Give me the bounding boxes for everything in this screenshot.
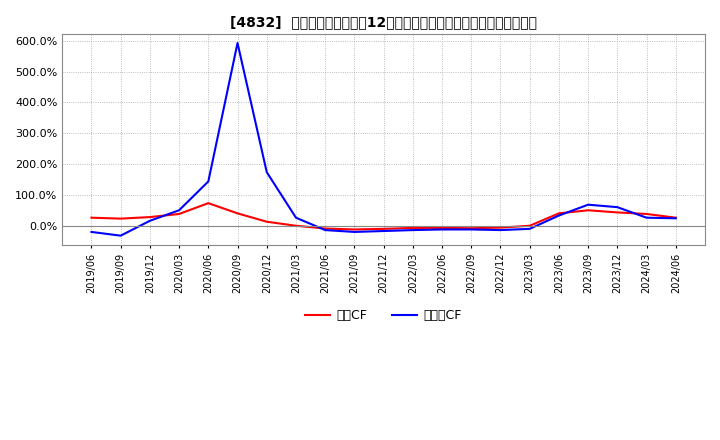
- 営業CF: [438, 225, 446, 231]
- 営業CF: [87, 215, 96, 220]
- 営業CF: [496, 225, 505, 230]
- Line: フリーCF: フリーCF: [91, 43, 676, 236]
- 営業CF: [379, 226, 388, 231]
- フリーCF: [642, 215, 651, 220]
- 営業CF: [350, 227, 359, 232]
- フリーCF: [379, 228, 388, 234]
- 営業CF: [408, 225, 417, 231]
- フリーCF: [117, 233, 125, 238]
- 営業CF: [233, 211, 242, 216]
- 営業CF: [467, 226, 476, 231]
- 営業CF: [584, 208, 593, 213]
- 営業CF: [262, 219, 271, 224]
- Line: 営業CF: 営業CF: [91, 203, 676, 230]
- 営業CF: [642, 211, 651, 216]
- 営業CF: [672, 215, 680, 220]
- 営業CF: [175, 211, 184, 216]
- 営業CF: [145, 214, 154, 220]
- フリーCF: [350, 229, 359, 235]
- フリーCF: [438, 227, 446, 232]
- フリーCF: [292, 215, 300, 220]
- フリーCF: [262, 169, 271, 175]
- フリーCF: [204, 179, 212, 184]
- フリーCF: [175, 208, 184, 213]
- フリーCF: [145, 218, 154, 224]
- 営業CF: [204, 201, 212, 206]
- フリーCF: [321, 227, 330, 233]
- フリーCF: [613, 205, 621, 210]
- 営業CF: [321, 226, 330, 231]
- フリーCF: [233, 40, 242, 46]
- フリーCF: [672, 216, 680, 221]
- 営業CF: [554, 211, 563, 216]
- フリーCF: [554, 213, 563, 218]
- フリーCF: [526, 226, 534, 231]
- フリーCF: [584, 202, 593, 207]
- 営業CF: [526, 223, 534, 228]
- Title: [4832]  キャッシュフローの12か月移動合計の対前年同期増減率の推移: [4832] キャッシュフローの12か月移動合計の対前年同期増減率の推移: [230, 15, 537, 29]
- フリーCF: [496, 227, 505, 233]
- 営業CF: [292, 223, 300, 228]
- 営業CF: [117, 216, 125, 221]
- Legend: 営業CF, フリーCF: 営業CF, フリーCF: [300, 304, 467, 327]
- フリーCF: [408, 227, 417, 233]
- フリーCF: [87, 229, 96, 235]
- フリーCF: [467, 227, 476, 232]
- 営業CF: [613, 210, 621, 215]
